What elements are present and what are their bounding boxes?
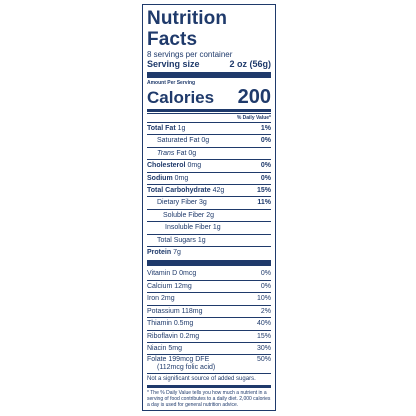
vitamin-dv: 2% bbox=[260, 307, 271, 315]
vitamin-text: Vitamin D 0mcg bbox=[147, 270, 197, 278]
nutrient-name: Dietary Fiber bbox=[157, 199, 198, 207]
divider-medium bbox=[147, 385, 271, 389]
divider-thick bbox=[147, 72, 271, 78]
nutrient-row-total-carbohydrate: Total Carbohydrate 42g 15% bbox=[147, 184, 271, 196]
nutrient-row-trans-fat: Trans Fat 0g bbox=[147, 146, 271, 159]
vitamin-row: Potassium 118mg 2% bbox=[147, 304, 271, 317]
label-title: Nutrition Facts bbox=[147, 8, 228, 50]
vitamin-row: Thiamin 0.5mg 40% bbox=[147, 317, 271, 329]
vitamin-dv: 15% bbox=[256, 332, 271, 340]
nutrient-amount: 3g bbox=[199, 199, 207, 207]
nutrient-amount: 1g bbox=[177, 125, 186, 132]
nutrient-amount: 0g bbox=[201, 137, 210, 145]
nutrient-dv: 11% bbox=[257, 199, 271, 207]
vitamin-text: Iron 2mg bbox=[147, 295, 175, 303]
calories-label: Calories bbox=[147, 88, 215, 107]
nutrient-row-protein: Protein 7g bbox=[147, 246, 271, 258]
vitamin-row: Vitamin D 0mcg 0% bbox=[147, 268, 271, 279]
nutrient-amount: Fat 0g bbox=[176, 149, 197, 157]
vitamin-dv: 30% bbox=[256, 344, 271, 352]
daily-value-header: % Daily Value* bbox=[147, 113, 271, 122]
nutrient-row-insoluble-fiber: Insoluble Fiber 1g bbox=[147, 221, 271, 233]
vitamin-text: Potassium 118mg bbox=[147, 307, 203, 315]
nutrient-name: Soluble Fiber bbox=[163, 211, 205, 219]
vitamin-row-folate: Folate 199mcg DFE (112mcg folic acid) 50… bbox=[147, 354, 271, 373]
divider-medium bbox=[147, 109, 271, 112]
daily-value-footnote: * The % Daily Value tells you how much a… bbox=[147, 390, 271, 409]
nutrient-row-dietary-fiber: Dietary Fiber 3g 11% bbox=[147, 196, 271, 208]
vitamin-row: Calcium 12mg 0% bbox=[147, 279, 271, 292]
nutrient-amount: 2g bbox=[206, 211, 214, 219]
nutrient-row-sodium: Sodium 0mg 0% bbox=[147, 171, 271, 184]
nutrient-row-soluble-fiber: Soluble Fiber 2g bbox=[147, 208, 271, 221]
nutrient-name: Cholesterol bbox=[147, 162, 186, 170]
vitamin-dv: 0% bbox=[260, 270, 271, 278]
nutrient-name: Sodium bbox=[147, 174, 173, 182]
nutrient-row-saturated-fat: Saturated Fat 0g 0% bbox=[147, 134, 271, 146]
vitamin-row: Niacin 5mg 30% bbox=[147, 341, 271, 354]
nutrient-name: Protein bbox=[147, 249, 172, 257]
nutrient-amount: 1g bbox=[212, 224, 221, 232]
nutrient-name: Total Fat bbox=[147, 125, 176, 132]
nutrient-row-cholesterol: Cholesterol 0mg 0% bbox=[147, 159, 271, 171]
vitamin-dv: 10% bbox=[256, 295, 271, 303]
nutrient-row-total-sugars: Total Sugars 1g bbox=[147, 233, 271, 246]
servings-per-container: 8 servings per container bbox=[147, 50, 233, 59]
vitamin-text: Riboflavin 0.2mg bbox=[147, 332, 200, 340]
nutrient-amount: 1g bbox=[197, 236, 206, 244]
calories-row: Calories 200 bbox=[147, 87, 271, 108]
vitamin-dv: 50% bbox=[256, 356, 271, 364]
nutrient-name: Total Sugars bbox=[157, 236, 196, 244]
nutrient-amount: 7g bbox=[173, 249, 181, 257]
nutrient-name: Saturated Fat bbox=[157, 137, 200, 145]
nutrient-amount: 0mg bbox=[187, 162, 202, 170]
nutrient-amount: 42g bbox=[212, 187, 225, 195]
nutrient-dv: 15% bbox=[256, 187, 271, 195]
nutrient-name: Trans bbox=[157, 149, 175, 157]
vitamin-row: Riboflavin 0.2mg 15% bbox=[147, 329, 271, 342]
nutrition-facts-label: Nutrition Facts 8 servings per container… bbox=[142, 4, 276, 412]
vitamin-dv: 0% bbox=[260, 282, 271, 290]
vitamin-text: Thiamin 0.5mg bbox=[147, 320, 194, 328]
nutrient-name: Total Carbohydrate bbox=[147, 187, 211, 195]
added-sugars-note: Not a significant source of added sugars… bbox=[147, 373, 271, 384]
vitamin-text: Folate 199mcg DFE bbox=[147, 356, 210, 364]
nutrient-amount: 0mg bbox=[174, 174, 189, 182]
nutrient-dv: 0% bbox=[260, 174, 271, 182]
serving-size-value: 2 oz (56g) bbox=[229, 59, 271, 69]
vitamin-text: Calcium 12mg bbox=[147, 282, 192, 290]
vitamin-text: Niacin 5mg bbox=[147, 344, 183, 352]
serving-size-label: Serving size bbox=[147, 59, 200, 69]
nutrient-dv: 0% bbox=[260, 137, 271, 145]
amount-per-serving: Amount Per Serving bbox=[147, 80, 196, 86]
serving-size-row: Serving size 2 oz (56g) bbox=[147, 59, 271, 70]
nutrient-dv: 1% bbox=[260, 125, 271, 132]
vitamin-dv: 40% bbox=[256, 320, 271, 328]
divider-thick bbox=[147, 260, 271, 267]
vitamin-row: Iron 2mg 10% bbox=[147, 292, 271, 304]
nutrient-dv: 0% bbox=[260, 162, 271, 170]
nutrient-row-total-fat: Total Fat 1g 1% bbox=[147, 122, 271, 134]
nutrient-name: Insoluble Fiber bbox=[165, 224, 211, 232]
calories-value: 200 bbox=[237, 86, 271, 108]
vitamin-subtext: (112mcg folic acid) bbox=[157, 364, 216, 372]
